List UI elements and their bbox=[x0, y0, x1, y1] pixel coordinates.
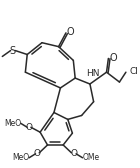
Text: O: O bbox=[71, 149, 78, 158]
Text: O: O bbox=[26, 123, 33, 132]
Text: O: O bbox=[34, 149, 41, 158]
Text: O: O bbox=[109, 53, 117, 64]
Text: O: O bbox=[67, 27, 74, 37]
Text: MeO: MeO bbox=[4, 119, 21, 128]
Text: S: S bbox=[9, 46, 16, 56]
Text: MeO: MeO bbox=[12, 153, 29, 162]
Text: OMe: OMe bbox=[82, 153, 99, 162]
Text: HN: HN bbox=[86, 69, 100, 78]
Text: Cl: Cl bbox=[130, 67, 138, 76]
